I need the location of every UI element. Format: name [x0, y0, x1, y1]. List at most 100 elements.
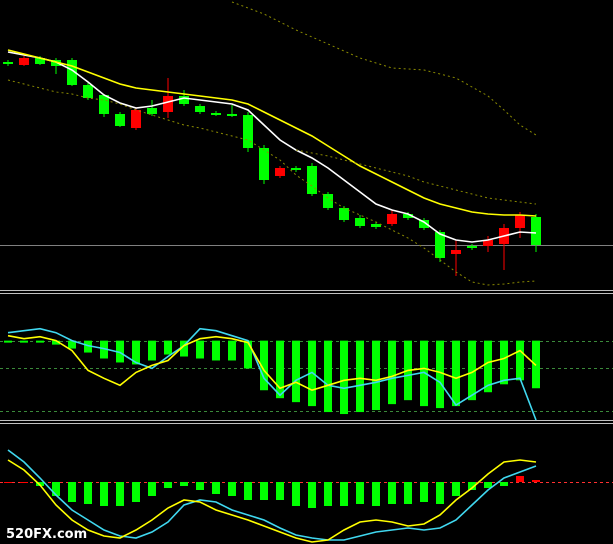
histogram-bar: [100, 482, 108, 506]
candle-body: [483, 240, 493, 246]
histogram-bar: [116, 340, 124, 363]
candle-body: [435, 232, 445, 258]
histogram-bar: [52, 482, 60, 496]
histogram-bar: [388, 482, 396, 504]
candle-body: [403, 214, 413, 218]
candle-body: [275, 168, 285, 176]
histogram-bar: [324, 482, 332, 506]
histogram-bar: [116, 482, 124, 506]
histogram-bar: [20, 340, 28, 343]
histogram-bar: [164, 340, 172, 355]
candle-body: [211, 113, 221, 115]
histogram-bar: [4, 340, 12, 343]
histogram-bar: [164, 482, 172, 488]
candle-body: [291, 168, 301, 170]
histogram-bar: [132, 482, 140, 502]
histogram-bar: [500, 482, 508, 486]
candle-body: [3, 62, 13, 64]
histogram-bar: [180, 482, 188, 486]
candle-body: [179, 96, 189, 104]
candle-body: [419, 220, 429, 228]
candle-body: [195, 106, 205, 112]
candle-body: [259, 148, 269, 180]
candle-body: [371, 224, 381, 227]
histogram-bar: [52, 340, 60, 345]
indicator-line: [7, 49, 537, 217]
histogram-bar: [212, 482, 220, 494]
histogram-bar: [340, 340, 348, 415]
indicator-line: [7, 334, 537, 392]
histogram-bar: [132, 340, 140, 365]
histogram-bar: [356, 340, 364, 413]
histogram-bar: [452, 482, 460, 496]
indicator-line: [7, 51, 537, 243]
histogram-bar: [68, 340, 76, 349]
candle-body: [131, 110, 141, 128]
histogram-bar: [324, 340, 332, 413]
histogram-bar: [228, 482, 236, 496]
histogram-bar: [404, 482, 412, 504]
watermark: 520FX.com: [6, 527, 87, 542]
candle-body: [147, 108, 157, 114]
histogram-bar: [468, 482, 476, 490]
indicator-line: [7, 449, 537, 541]
histogram-bar: [228, 340, 236, 361]
histogram-bar: [308, 482, 316, 508]
candle-body: [323, 194, 333, 208]
histogram-bar: [20, 482, 28, 483]
histogram-bar: [196, 340, 204, 359]
histogram-bar: [452, 340, 460, 407]
indicator-line: [231, 1, 537, 136]
histogram-bar: [516, 340, 524, 381]
candle-body: [467, 246, 477, 248]
histogram-bar: [500, 340, 508, 385]
histogram-bar: [372, 482, 380, 506]
histogram-bar: [180, 340, 188, 357]
histogram-bar: [516, 476, 524, 482]
candle-body: [19, 58, 29, 65]
candle-body: [515, 215, 525, 228]
candle-body: [67, 60, 77, 85]
indicator-line: [7, 327, 537, 421]
candle-body: [163, 96, 173, 112]
histogram-bar: [244, 482, 252, 500]
histogram-bar: [436, 482, 444, 504]
histogram-bar: [340, 482, 348, 506]
histogram-bar: [388, 340, 396, 405]
histogram-bar: [84, 482, 92, 504]
histogram-bar: [292, 340, 300, 403]
histogram-bar: [84, 340, 92, 353]
histogram-bar: [100, 340, 108, 359]
histogram-bar: [148, 482, 156, 496]
histogram-bar: [68, 482, 76, 502]
candle-body: [243, 115, 253, 148]
histogram-bar: [196, 482, 204, 490]
histogram-bar: [276, 340, 284, 399]
candle-body: [227, 114, 237, 116]
indicator-line: [295, 149, 537, 205]
candle-body: [35, 58, 45, 64]
candle-body: [387, 214, 397, 224]
histogram-bar: [484, 482, 492, 488]
histogram-bar: [356, 482, 364, 504]
candle-body: [355, 218, 365, 226]
candle-body: [307, 166, 317, 194]
candle-body: [339, 208, 349, 220]
histogram-bar: [532, 480, 540, 482]
histogram-bar: [484, 340, 492, 393]
candle-body: [99, 95, 109, 114]
histogram-bar: [468, 340, 476, 401]
histogram-bar: [420, 340, 428, 407]
histogram-bar: [244, 340, 252, 369]
candle-body: [115, 114, 125, 126]
indicator-line: [7, 79, 537, 286]
histogram-bar: [260, 340, 268, 391]
histogram-bar: [420, 482, 428, 502]
candle-body: [531, 217, 541, 245]
histogram-bar: [260, 482, 268, 500]
indicator-line: [7, 459, 537, 543]
